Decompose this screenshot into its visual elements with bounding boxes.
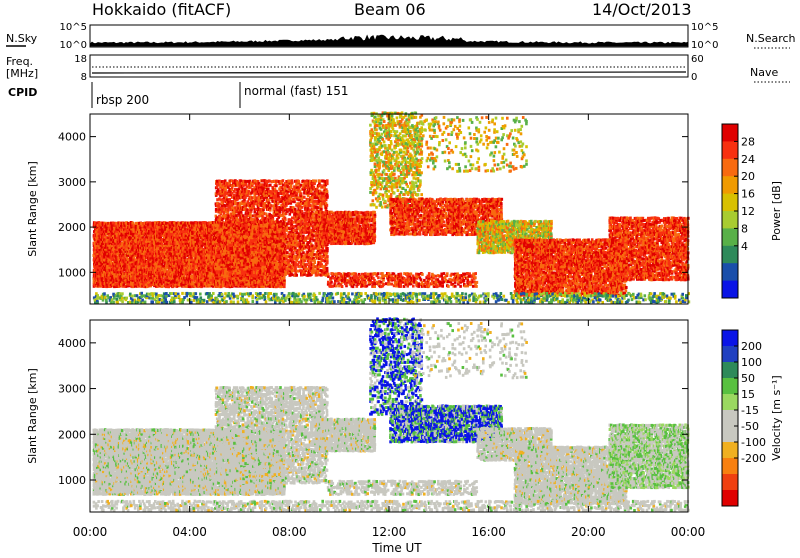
station-title: Hokkaido (fitACF) <box>92 0 231 19</box>
figure: Hokkaido (fitACF) Beam 06 14/Oct/2013 N.… <box>0 0 800 554</box>
nsky-tick-top: 10^5 <box>60 22 87 33</box>
cpid-label: CPID <box>8 86 37 99</box>
freq-trace <box>92 72 686 73</box>
nsearch-tick-top: 10^5 <box>691 22 718 33</box>
beam-title: Beam 06 <box>354 0 426 19</box>
freq-tick-top: 18 <box>74 54 87 65</box>
nsky-tick-bottom: 10^0 <box>60 40 87 51</box>
nave-tick-bottom: 0 <box>691 72 697 83</box>
freq-frame <box>90 55 688 77</box>
nsky-label: N.Sky <box>6 32 38 45</box>
range-cell <box>168 285 171 288</box>
power-ylabel: Slant Range [km] <box>26 161 39 257</box>
nsky-strip: N.Sky 10^5 10^0 10^5 10^0 N.Search <box>6 22 796 51</box>
nsearch-tick-bottom: 10^0 <box>691 40 718 51</box>
nave-tick-top: 60 <box>691 54 704 65</box>
freq-tick-bottom: 8 <box>81 72 87 83</box>
cpid-row: CPID rbsp 200 normal (fast) 151 <box>8 82 348 108</box>
power-data <box>93 111 691 304</box>
nsky-trace <box>90 35 688 46</box>
cpid-mode-normal: normal (fast) 151 <box>244 84 348 98</box>
freq-strip: Freq. [MHz] 18 8 60 0 Nave <box>6 54 790 83</box>
range-cell <box>123 256 126 259</box>
nave-label: Nave <box>750 66 778 79</box>
cpid-mode-rbsp: rbsp 200 <box>96 93 149 107</box>
date-title: 14/Oct/2013 <box>592 0 692 19</box>
freq-unit: [MHz] <box>6 67 38 80</box>
nsearch-label: N.Search <box>746 32 796 45</box>
